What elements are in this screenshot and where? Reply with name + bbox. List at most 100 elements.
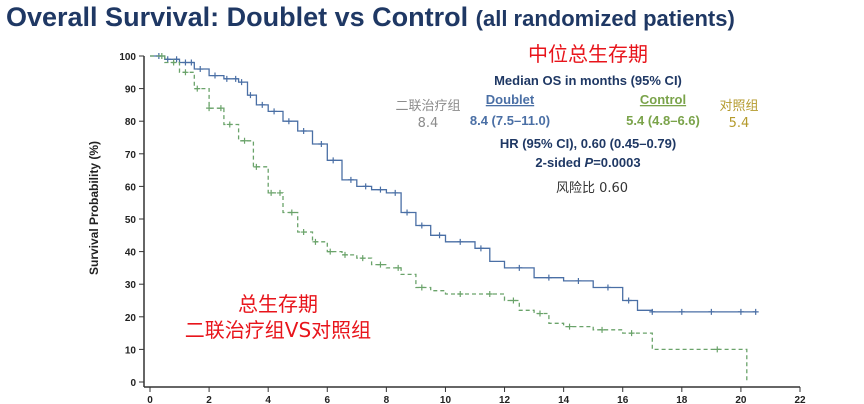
y-tick-label: 50 bbox=[125, 215, 137, 226]
doublet-censor-mark bbox=[418, 222, 425, 229]
y-tick-label: 30 bbox=[125, 280, 137, 291]
control-censor-mark bbox=[182, 69, 189, 76]
doublet-censor-mark bbox=[223, 75, 230, 82]
y-tick-label: 60 bbox=[125, 182, 137, 193]
x-tick-label: 0 bbox=[147, 395, 153, 404]
x-tick-label: 8 bbox=[384, 395, 390, 404]
control-censor-mark bbox=[268, 189, 275, 196]
doublet-censor-mark bbox=[708, 308, 715, 315]
control-censor-mark bbox=[510, 297, 517, 304]
doublet-censor-mark bbox=[404, 209, 411, 216]
control-legend-label: Control bbox=[640, 92, 686, 107]
y-tick-label: 90 bbox=[125, 85, 137, 96]
control-censor-mark bbox=[170, 59, 177, 66]
control-censor-mark bbox=[327, 248, 334, 255]
x-tick-label: 10 bbox=[440, 395, 452, 404]
control-censor-mark bbox=[377, 261, 384, 268]
doublet-censor-mark bbox=[318, 141, 325, 148]
doublet-censor-mark bbox=[212, 72, 218, 79]
doublet-censor-mark bbox=[436, 232, 443, 239]
x-tick-label: 20 bbox=[735, 395, 747, 404]
control-median-value: 5.4 (4.8–6.6) bbox=[626, 113, 700, 128]
x-tick-label: 6 bbox=[324, 395, 330, 404]
p-value-text: 2-sided P=0.0003 bbox=[535, 155, 640, 170]
doublet-censor-mark bbox=[457, 238, 464, 245]
control-censor-mark bbox=[241, 137, 248, 144]
doublet-median-value: 8.4 (7.5–11.0) bbox=[470, 113, 550, 128]
x-tick-label: 2 bbox=[206, 395, 212, 404]
doublet-censor-mark bbox=[188, 59, 195, 66]
os-cn-line2: 二联治疗组VS对照组 bbox=[185, 318, 371, 342]
x-tick-label: 22 bbox=[794, 395, 806, 404]
doublet-censor-mark bbox=[392, 189, 399, 196]
doublet-legend-label: Doublet bbox=[486, 92, 535, 107]
doublet-censor-mark bbox=[173, 56, 180, 63]
doublet-censor-mark bbox=[232, 75, 239, 82]
doublet-censor-mark bbox=[259, 101, 266, 108]
control-censor-mark bbox=[288, 209, 295, 216]
x-tick-label: 16 bbox=[617, 395, 629, 404]
y-tick-label: 0 bbox=[130, 378, 136, 389]
control-censor-mark bbox=[714, 346, 721, 353]
hazard-ratio-cn: 风险比 0.60 bbox=[556, 181, 628, 196]
control-censor-mark bbox=[537, 310, 543, 317]
hazard-ratio-text: HR (95% CI), 0.60 (0.45–0.79) bbox=[500, 136, 676, 151]
doublet-censor-mark bbox=[737, 308, 744, 315]
control-censor-mark bbox=[418, 284, 425, 291]
doublet-censor-mark bbox=[271, 108, 278, 115]
control-censor-mark bbox=[226, 121, 233, 128]
control-censor-mark bbox=[457, 290, 464, 297]
control-censor-mark bbox=[253, 163, 260, 170]
median-os-header: Median OS in months (95% CI) bbox=[494, 73, 682, 88]
doublet-censor-mark bbox=[285, 118, 292, 125]
y-tick-label: 20 bbox=[125, 313, 137, 324]
control-censor-mark bbox=[194, 85, 201, 92]
y-tick-label: 70 bbox=[125, 150, 137, 161]
doublet-cn-value: 8.4 bbox=[418, 116, 439, 131]
control-cn-label: 对照组 bbox=[719, 99, 758, 114]
doublet-censor-mark bbox=[678, 308, 685, 315]
chart-axes: 0 10 20 30 40 50 60 70 80 90 100 0 2 4 6 8 10 12 14 16 18 20 2… bbox=[119, 52, 806, 404]
doublet-censor-mark bbox=[300, 127, 307, 134]
control-censor-mark bbox=[206, 105, 213, 112]
doublet-censor-mark bbox=[575, 277, 582, 284]
slide-title: Overall Survival: Doublet vs Control (al… bbox=[6, 2, 735, 33]
control-censor-mark bbox=[486, 290, 493, 297]
doublet-censor-mark bbox=[625, 297, 632, 304]
y-tick-label: 80 bbox=[125, 117, 137, 128]
control-cn-value: 5.4 bbox=[729, 116, 750, 131]
slide-title-sub: (all randomized patients) bbox=[475, 6, 735, 31]
doublet-censor-mark bbox=[516, 264, 523, 271]
doublet-censor-mark bbox=[347, 176, 354, 183]
control-censor-mark bbox=[628, 330, 635, 337]
doublet-censor-mark bbox=[182, 59, 189, 66]
doublet-censor-mark bbox=[752, 308, 759, 315]
y-tick-label: 10 bbox=[125, 345, 137, 356]
control-censor-mark bbox=[359, 255, 366, 262]
control-censor-mark bbox=[395, 264, 402, 271]
x-tick-label: 12 bbox=[499, 395, 511, 404]
slide-title-main: Overall Survival: Doublet vs Control bbox=[6, 2, 469, 32]
y-axis-label: Survival Probability (%) bbox=[87, 141, 101, 275]
y-tick-label: 40 bbox=[125, 248, 137, 259]
control-censor-mark bbox=[217, 105, 224, 112]
control-censor-mark bbox=[312, 238, 319, 245]
doublet-censor-mark bbox=[477, 245, 484, 252]
doublet-censor-mark bbox=[164, 56, 171, 63]
doublet-censor-mark bbox=[362, 183, 369, 190]
doublet-censor-mark bbox=[604, 284, 611, 291]
control-censor-mark bbox=[342, 251, 348, 258]
control-censor-mark bbox=[599, 326, 606, 333]
doublet-censor-mark bbox=[330, 157, 337, 164]
control-censor-mark bbox=[566, 323, 573, 330]
median-os-cn: 中位总生存期 bbox=[528, 42, 648, 66]
doublet-censor-mark bbox=[649, 308, 656, 315]
doublet-censor-mark bbox=[197, 66, 204, 73]
doublet-cn-label: 二联治疗组 bbox=[395, 99, 460, 114]
os-cn-line1: 总生存期 bbox=[238, 292, 318, 316]
x-tick-label: 14 bbox=[558, 395, 570, 404]
doublet-censor-mark bbox=[377, 186, 384, 193]
y-tick-label: 100 bbox=[119, 52, 136, 63]
doublet-censor-mark bbox=[247, 92, 254, 99]
